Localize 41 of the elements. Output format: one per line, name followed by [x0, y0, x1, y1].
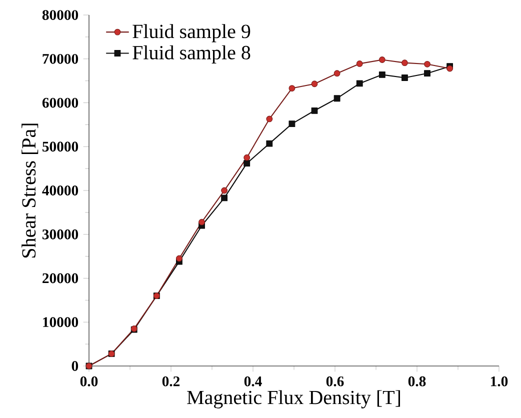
point — [221, 187, 228, 194]
y-tick-label: 50000 — [42, 142, 78, 152]
y-tick-label: 40000 — [42, 186, 78, 196]
point — [221, 194, 228, 202]
point — [378, 56, 386, 63]
y-tick-label: 20000 — [42, 273, 78, 284]
y-tick-label: 30000 — [42, 229, 78, 240]
y-tick-label: 10000 — [43, 317, 78, 328]
y-tick-label: 0 — [72, 361, 78, 371]
legend-label: Fluid sample 8 — [132, 45, 250, 64]
point — [288, 120, 296, 128]
point — [288, 85, 296, 92]
y-tick-label: 80000 — [42, 10, 78, 20]
x-tick-label: 0.2 — [162, 376, 180, 386]
point — [266, 116, 273, 122]
y-tick-label: 60000 — [42, 98, 78, 108]
y-tick-label: 70000 — [42, 54, 78, 64]
legend-label: Fluid sample 9 — [132, 24, 250, 42]
point — [334, 95, 340, 102]
x-tick-label: 0.4 — [244, 376, 262, 386]
x-tick-label: 0.8 — [408, 376, 426, 386]
point — [402, 74, 408, 81]
point — [198, 218, 205, 226]
point — [356, 80, 363, 87]
x-axis-title: Magnetic Flux Density [T] — [187, 390, 400, 408]
point — [356, 60, 363, 67]
point — [266, 140, 273, 147]
point — [244, 160, 250, 167]
point — [311, 107, 318, 114]
point — [334, 70, 340, 77]
point — [176, 255, 182, 262]
point — [311, 80, 318, 88]
point — [402, 60, 408, 66]
x-tick-label: 0.0 — [80, 376, 98, 386]
point — [424, 60, 430, 68]
point — [378, 71, 386, 78]
x-tick-label: 0.6 — [326, 376, 344, 386]
x-tick-label: 1.0 — [491, 376, 508, 386]
point — [424, 70, 430, 77]
y-axis-title: Shear Stress [Pa] — [22, 124, 38, 258]
point — [244, 154, 250, 161]
